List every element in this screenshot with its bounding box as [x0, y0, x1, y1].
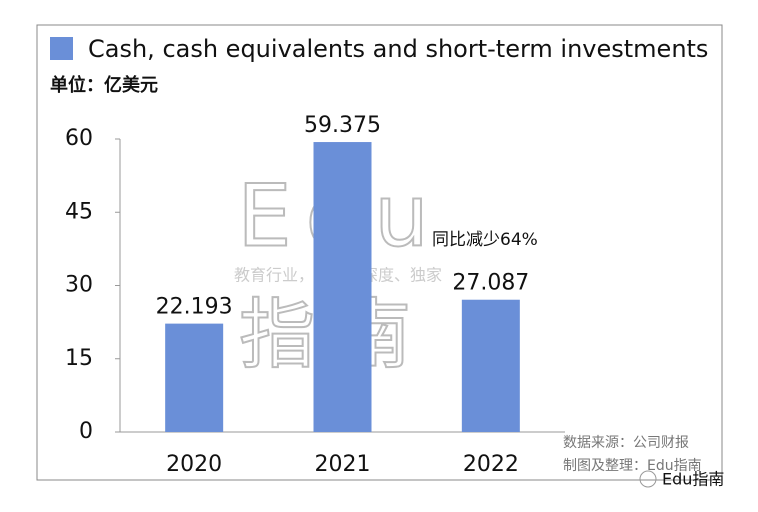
brand-icon [639, 470, 657, 488]
y-tick-label: 15 [65, 346, 93, 371]
data-label: 27.087 [452, 271, 529, 296]
chart-frame [36, 24, 723, 481]
source-note: 数据来源：公司财报 [563, 435, 689, 451]
data-label: 22.193 [156, 295, 233, 320]
y-tick-label: 60 [65, 126, 93, 151]
bar [165, 323, 224, 432]
x-tick-label: 2022 [463, 452, 519, 477]
data-label: 59.375 [304, 113, 381, 138]
bar [461, 299, 520, 432]
source-note: 制图及整理：Edu指南 [563, 458, 702, 474]
legend-swatch [50, 37, 73, 60]
brand: Edu指南 [662, 470, 724, 489]
y-tick-label: 45 [65, 199, 93, 224]
chart-subtitle: 单位：亿美元 [50, 74, 158, 96]
y-tick-label: 0 [79, 419, 93, 444]
bar [313, 142, 372, 433]
annotation: 同比减少64% [432, 230, 538, 250]
x-tick-label: 2020 [166, 452, 222, 477]
y-tick-label: 30 [65, 273, 93, 298]
x-tick-label: 2021 [315, 452, 371, 477]
legend-label: Cash, cash equivalents and short-term in… [88, 35, 708, 63]
